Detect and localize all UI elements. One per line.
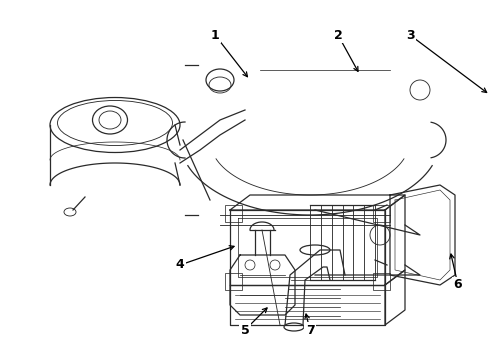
Bar [225,205,242,222]
Text: 7: 7 [306,324,315,337]
Text: 6: 6 [454,279,462,292]
Text: 1: 1 [211,28,220,41]
Bar [373,273,390,290]
Bar [373,205,390,222]
Text: 2: 2 [334,28,343,41]
Bar [225,273,242,290]
Text: 3: 3 [406,28,415,41]
Text: 5: 5 [241,324,249,337]
Text: 4: 4 [175,258,184,271]
